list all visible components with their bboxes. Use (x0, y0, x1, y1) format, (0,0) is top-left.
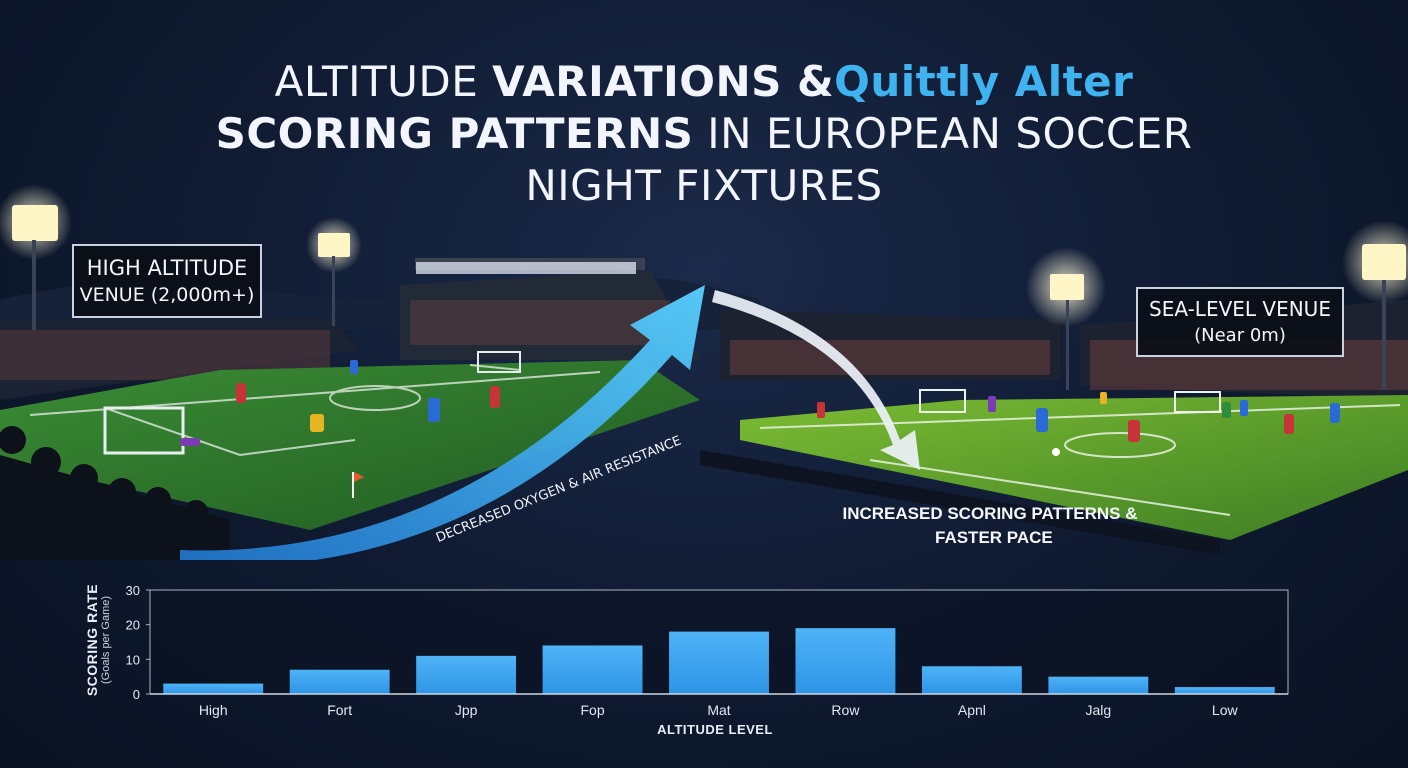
bar-mat (669, 631, 769, 694)
high-altitude-venue-label: HIGH ALTITUDE VENUE (2,000m+) (72, 244, 262, 318)
foreground-crowd (0, 426, 230, 560)
scoring-caption: INCREASED SCORING PATTERNS & FASTER PACE (842, 504, 1138, 547)
x-tick-label: Apnl (958, 702, 986, 718)
bar-row (795, 628, 896, 694)
x-tick-label: Fort (327, 702, 352, 718)
y-axis-label: SCORING RATE (Goals per Game) (84, 583, 112, 697)
bar-fort (289, 669, 390, 694)
bar-jpp (416, 655, 517, 694)
title-line-1: ALTITUDE VARIATIONS &Quittly Alter (274, 57, 1134, 106)
bar-apnl (921, 666, 1022, 694)
x-tick-label: Fop (580, 702, 604, 718)
sea-level-venue-label: SEA-LEVEL VENUE (Near 0m) (1136, 287, 1344, 357)
right-pitch (740, 395, 1408, 540)
y-tick-label: 10 (126, 652, 140, 667)
x-axis-label: ALTITUDE LEVEL (657, 722, 773, 737)
left-pitch (0, 360, 700, 530)
title-line-3: NIGHT FIXTURES (525, 161, 883, 210)
bar-fop (542, 645, 643, 694)
x-tick-label: Row (831, 702, 860, 718)
title-line-2: SCORING PATTERNS IN EUROPEAN SOCCER (215, 109, 1193, 158)
y-tick-label: 30 (126, 583, 140, 598)
scoring-rate-chart: 0 10 20 30 High Fort Jpp Fop Mat Row Apnl Jalg Low (126, 583, 1289, 718)
rising-arrow (180, 285, 705, 560)
bar-jalg (1048, 676, 1149, 694)
x-tick-label: Jalg (1085, 702, 1111, 718)
stadium-illustration (0, 184, 1408, 560)
floodlights (0, 184, 1408, 390)
falling-arrow (712, 290, 920, 470)
x-tick-label: Mat (707, 702, 730, 718)
bar-low (1174, 687, 1275, 694)
bar-high (163, 683, 264, 694)
x-tick-label: High (199, 702, 228, 718)
players (180, 360, 1340, 456)
page-title: ALTITUDE VARIATIONS &Quittly Alter SCORI… (0, 56, 1408, 212)
x-tick-label: Jpp (455, 702, 478, 718)
x-tick-label: Low (1212, 702, 1239, 718)
y-tick-label: 0 (133, 687, 140, 702)
y-tick-label: 20 (126, 618, 140, 633)
